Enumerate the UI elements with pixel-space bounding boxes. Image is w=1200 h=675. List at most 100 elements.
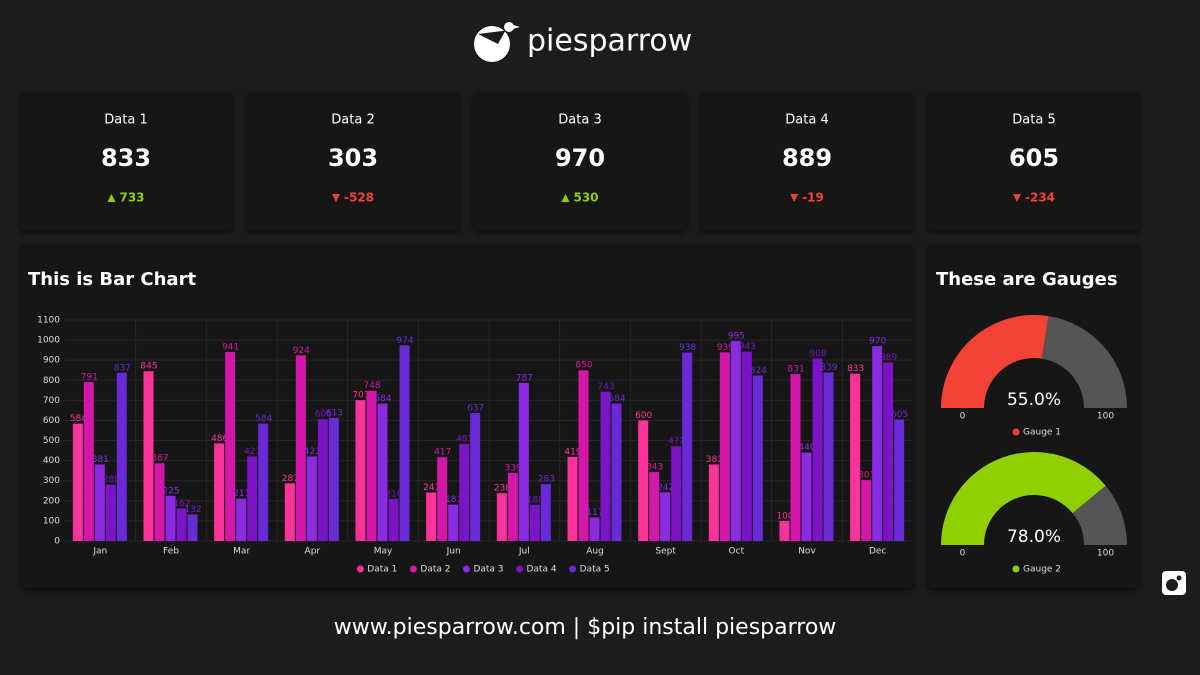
y-tick-label: 100: [43, 516, 60, 526]
bar: [719, 352, 730, 541]
x-tick-label: Dec: [869, 547, 886, 557]
bar-value-label: 824: [750, 366, 767, 376]
bar: [366, 390, 377, 541]
card: [701, 93, 913, 230]
bar-value-label: 613: [326, 408, 343, 418]
bar: [236, 498, 247, 541]
bar: [154, 463, 165, 541]
bar-value-label: 381: [92, 455, 109, 465]
bar: [496, 493, 507, 541]
bar-value-label: 924: [293, 346, 310, 356]
bar: [682, 352, 693, 541]
bar-value-label: 483: [456, 434, 473, 444]
bar-value-label: 748: [363, 381, 380, 391]
bar: [883, 362, 894, 541]
bar-value-label: 181: [445, 495, 462, 505]
bar: [225, 351, 236, 541]
bar: [426, 492, 437, 541]
bar-value-label: 941: [222, 342, 239, 352]
bar: [94, 464, 105, 541]
card: [20, 93, 232, 230]
bar-value-label: 837: [114, 363, 131, 373]
chart-title: This is Bar Chart: [28, 269, 196, 290]
bar-value-label: 339: [505, 463, 522, 473]
bar-value-label: 283: [538, 475, 555, 485]
bar-value-label: 684: [374, 394, 391, 404]
bar: [176, 508, 187, 541]
x-tick-label: May: [374, 547, 393, 557]
bar: [284, 483, 295, 541]
bar-value-label: 684: [608, 394, 625, 404]
bar: [143, 371, 154, 541]
bar-value-label: 850: [575, 361, 592, 371]
gauge-tick-label: 0: [960, 549, 966, 559]
bar-value-label: 180: [527, 495, 544, 505]
bar: [540, 484, 551, 541]
bar: [399, 345, 410, 541]
y-tick-label: 700: [43, 396, 60, 406]
chart-title: These are Gauges: [936, 269, 1118, 290]
bar-value-label: 100: [776, 511, 793, 521]
bar: [752, 375, 763, 541]
bar-value-label: 743: [597, 382, 614, 392]
bar: [823, 372, 834, 541]
bar-value-label: 974: [396, 336, 413, 346]
bar: [258, 423, 269, 541]
bar-value-label: 132: [184, 505, 201, 515]
bar: [214, 443, 225, 541]
y-tick-label: 1100: [37, 316, 60, 326]
bar-value-label: 600: [635, 411, 652, 421]
bar-value-label: 486: [211, 434, 228, 444]
bar: [779, 520, 790, 541]
gauge-tick-label: 100: [1097, 412, 1114, 422]
bar-value-label: 845: [140, 362, 157, 372]
bar: [589, 517, 600, 541]
card-label: Data 3: [558, 113, 601, 128]
bar: [328, 417, 339, 541]
gauge-arc: [941, 451, 1106, 545]
bar: [437, 457, 448, 541]
bar: [295, 355, 306, 541]
bar-value-label: 343: [646, 463, 663, 473]
bar-value-label: 211: [233, 489, 250, 499]
legend-label: Data 5: [580, 565, 610, 575]
card-label: Data 4: [785, 113, 828, 128]
bar: [247, 456, 258, 541]
bar-value-label: 419: [564, 447, 581, 457]
card-delta: 733: [119, 191, 144, 205]
bar: [306, 456, 317, 541]
y-tick-label: 1000: [37, 336, 60, 346]
bar: [388, 498, 399, 541]
card-delta: -528: [344, 191, 374, 205]
bar-value-label: 889: [880, 353, 897, 363]
bar: [611, 403, 622, 541]
bar-value-label: 637: [467, 404, 484, 414]
bar: [507, 472, 518, 541]
legend-marker: [1012, 428, 1020, 436]
bar-value-label: 995: [728, 332, 745, 342]
bar: [317, 419, 328, 541]
legend-label: Data 2: [420, 565, 450, 575]
legend: Data 1 Data 2 Data 3 Data 4 Data 5: [356, 565, 610, 575]
bar: [850, 373, 861, 541]
bar-value-label: 287: [282, 474, 299, 484]
bar: [105, 484, 116, 541]
bar: [529, 504, 540, 541]
bar-value-label: 943: [739, 342, 756, 352]
bar: [578, 370, 589, 541]
card: [928, 93, 1140, 230]
bar: [83, 382, 94, 541]
bar-value-label: 162: [173, 499, 190, 509]
bar: [377, 403, 388, 541]
card-value: 605: [1009, 144, 1059, 172]
bar-value-label: 791: [81, 373, 98, 383]
y-tick-label: 200: [43, 496, 60, 506]
legend-label: Data 4: [527, 565, 557, 575]
bar: [187, 514, 198, 541]
bar-value-label: 421: [304, 447, 321, 457]
bar-value-label: 387: [151, 454, 168, 464]
bar-value-label: 225: [162, 486, 179, 496]
x-tick-label: Jul: [518, 547, 530, 557]
bar-value-label: 241: [423, 483, 440, 493]
